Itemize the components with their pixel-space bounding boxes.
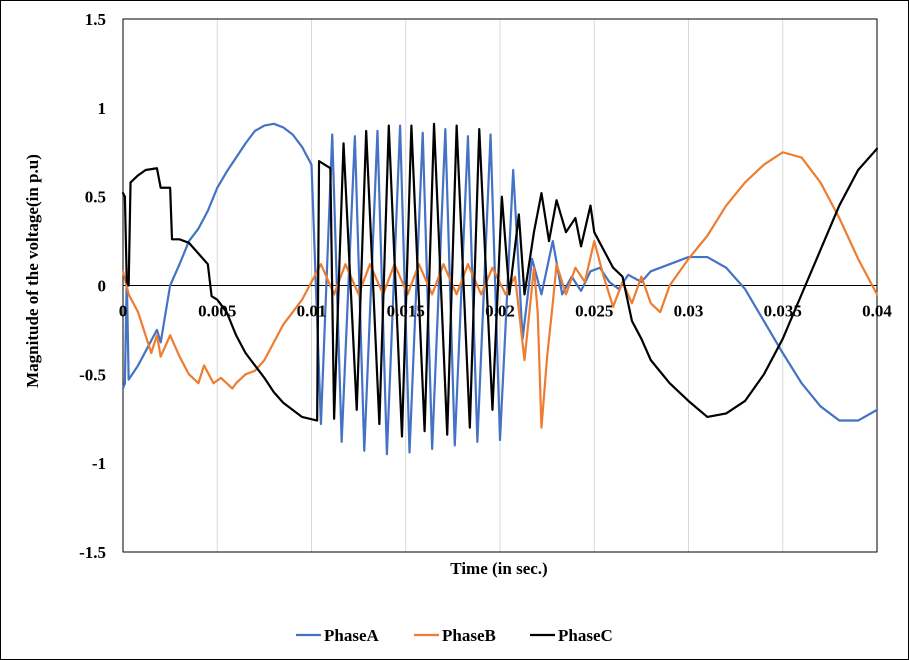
x-tick-label: 0.02 <box>485 302 515 321</box>
legend-label-phaseb: PhaseB <box>442 626 496 645</box>
x-tick-label: 0.04 <box>862 302 892 321</box>
y-tick-label: 1 <box>98 99 107 118</box>
axes <box>122 18 878 553</box>
x-tick-label: 0.015 <box>387 302 425 321</box>
x-tick-label: 0.025 <box>575 302 613 321</box>
y-axis-label: Magnitude of the voltage(in p.u) <box>23 154 42 388</box>
series-line-phaseb <box>121 151 879 429</box>
legend-label-phasec: PhaseC <box>558 626 613 645</box>
y-tick-label: -1.5 <box>79 543 106 562</box>
legend: PhaseA PhaseB PhaseC <box>296 626 613 645</box>
x-tick-label: 0.03 <box>674 302 704 321</box>
x-tick-label: 0.035 <box>764 302 802 321</box>
y-tick-label: 0.5 <box>85 188 106 207</box>
y-tick-label: 1.5 <box>85 10 106 29</box>
legend-label-phasea: PhaseA <box>324 626 380 645</box>
series-lines <box>121 122 879 456</box>
x-tick-label: 0 <box>119 302 128 321</box>
x-tick-label: 0.005 <box>198 302 236 321</box>
x-tick-label: 0.01 <box>297 302 327 321</box>
series-line-phasec <box>121 122 879 438</box>
y-tick-label: 0 <box>98 277 107 296</box>
x-axis-label: Time (in sec.) <box>450 559 547 578</box>
y-tick-label: -0.5 <box>79 365 106 384</box>
series-line-phasea <box>121 122 879 456</box>
tick-labels: 0 0.005 0.01 0.015 0.02 0.025 0.03 0.035 0.04 1.5… <box>79 10 892 562</box>
y-tick-label: -1 <box>92 454 106 473</box>
